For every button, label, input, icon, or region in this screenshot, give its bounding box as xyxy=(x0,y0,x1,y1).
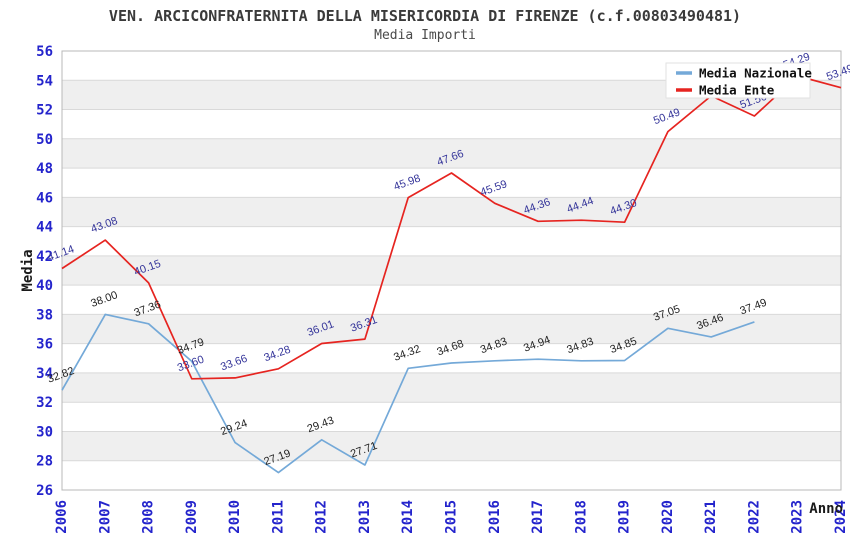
x-tick-label: 2009 xyxy=(184,500,200,534)
x-tick-label: 2022 xyxy=(746,500,762,534)
y-tick-label: 40 xyxy=(36,278,53,294)
plot-band xyxy=(62,460,841,490)
y-tick-label: 56 xyxy=(36,44,53,60)
legend-label: Media Ente xyxy=(699,83,775,98)
x-tick-label: 2013 xyxy=(357,500,373,534)
y-tick-label: 32 xyxy=(36,395,53,411)
x-tick-label: 2018 xyxy=(573,500,589,534)
x-tick-label: 2019 xyxy=(617,500,633,534)
x-tick-label: 2011 xyxy=(270,500,286,534)
chart-subtitle: Media Importi xyxy=(374,28,476,43)
y-tick-label: 34 xyxy=(36,366,53,382)
y-tick-label: 30 xyxy=(36,424,53,440)
chart-title: VEN. ARCICONFRATERNITA DELLA MISERICORDI… xyxy=(108,7,742,25)
x-tick-label: 2012 xyxy=(314,500,330,534)
plot-border xyxy=(61,50,842,491)
y-axis-title: Media xyxy=(20,249,36,291)
y-tick-label: 46 xyxy=(36,190,53,206)
y-tick-label: 50 xyxy=(36,132,53,148)
plot-band xyxy=(62,226,841,256)
plot-band xyxy=(62,343,841,373)
y-tick-label: 28 xyxy=(36,454,53,470)
x-tick-label: 2017 xyxy=(530,500,546,534)
x-tick-label: 2008 xyxy=(141,500,157,534)
plot-band xyxy=(62,314,841,344)
legend-box xyxy=(665,62,811,99)
plot-band xyxy=(62,109,841,139)
x-tick-label: 2006 xyxy=(54,500,70,534)
y-tick-label: 48 xyxy=(36,161,53,177)
x-tick-label: 2010 xyxy=(227,500,243,534)
y-tick-label: 42 xyxy=(36,249,53,265)
plot-band xyxy=(62,138,841,169)
y-tick-label: 52 xyxy=(36,103,53,119)
plot-band xyxy=(62,372,841,403)
plot-band xyxy=(62,197,841,227)
x-tick-label: 2015 xyxy=(444,500,460,534)
x-tick-label: 2020 xyxy=(660,500,676,534)
plot-band xyxy=(62,431,841,461)
x-tick-label: 2014 xyxy=(400,500,416,534)
y-tick-label: 44 xyxy=(36,220,53,236)
x-tick-label: 2021 xyxy=(703,500,719,534)
plot-band xyxy=(62,402,841,432)
x-tick-label: 2016 xyxy=(487,500,503,534)
x-tick-label: 2023 xyxy=(790,500,806,534)
legend-label: Media Nazionale xyxy=(699,66,812,81)
plot-band xyxy=(62,255,841,286)
x-axis-title: Anno xyxy=(809,501,843,517)
y-tick-label: 26 xyxy=(36,483,53,499)
x-tick-label: 2024 xyxy=(833,500,849,534)
plot-band xyxy=(62,285,841,315)
y-tick-label: 36 xyxy=(36,337,53,353)
x-tick-label: 2007 xyxy=(97,500,113,534)
y-tick-label: 38 xyxy=(36,307,53,323)
y-tick-label: 54 xyxy=(36,73,53,89)
